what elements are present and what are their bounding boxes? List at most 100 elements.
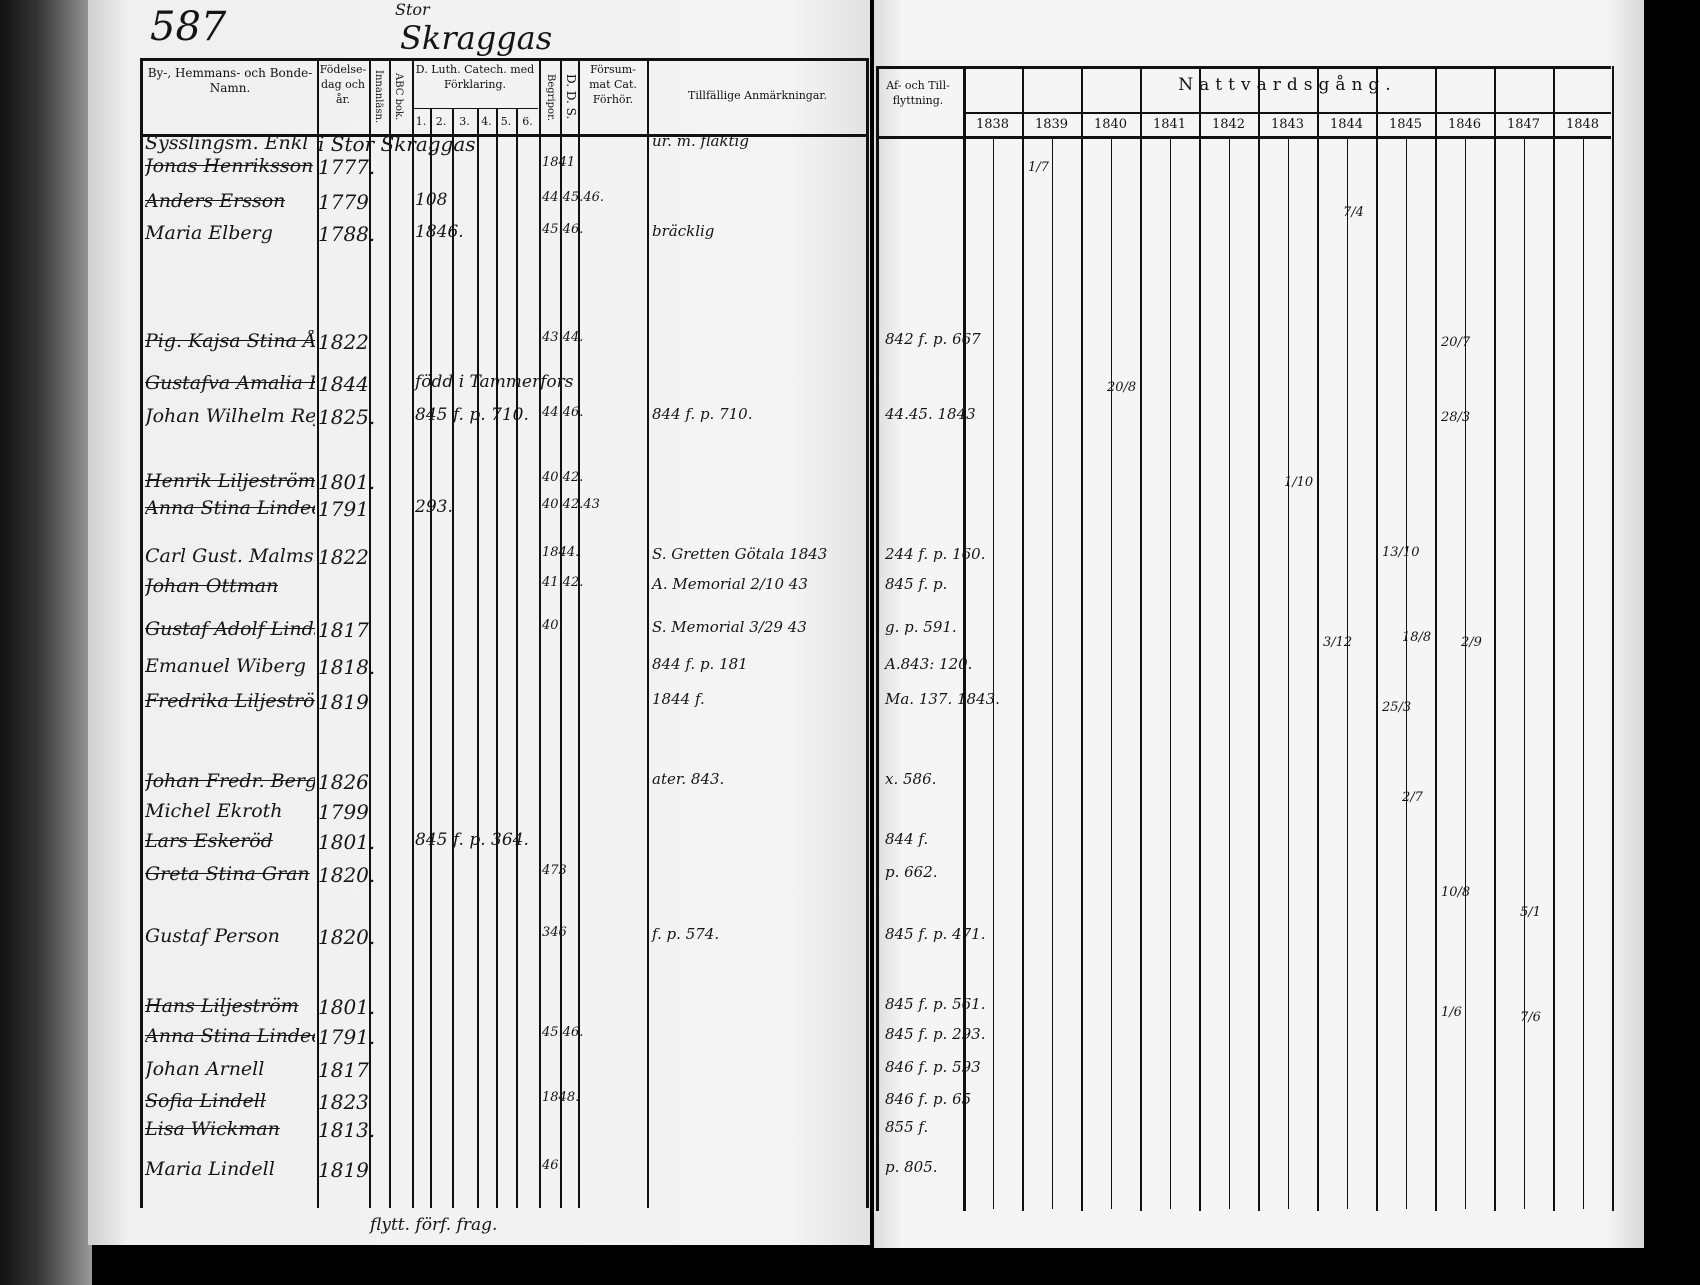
communion-mark: 3/12 — [1323, 635, 1353, 650]
entry-remark: S. Gretten Götala 1843 — [652, 545, 828, 563]
half-year-rule — [1583, 139, 1584, 1209]
entry-birth: 1779 — [318, 190, 369, 214]
entry-name: Jonas Henriksson — [145, 155, 314, 177]
entry-birth: 1791. — [318, 1025, 376, 1049]
entry-name: Johan Fredr. Berg — [145, 770, 315, 792]
header-name: By-, Hemmans- och Bonde-Namn. — [147, 66, 313, 95]
communion-mark: 1/6 — [1441, 1005, 1462, 1020]
communion-mark: 7/4 — [1343, 205, 1364, 220]
entry-remark: 1844 f. — [652, 690, 705, 708]
entry-name: Emanuel Wiberg — [145, 655, 306, 677]
entry-name: Hans Liljeström — [145, 995, 299, 1017]
entry-name: Greta Stina Gran — [145, 863, 310, 885]
year-header: 1843 — [1270, 117, 1305, 132]
column-rule — [452, 108, 454, 1208]
entry-forsum: 1841 — [542, 155, 576, 170]
entry-name: Johan Arnell — [145, 1058, 265, 1080]
entry-remark: f. p. 574. — [652, 925, 720, 943]
entry-remark: 844 f. p. 181 — [652, 655, 748, 673]
column-rule — [1494, 66, 1496, 1211]
entry-name: Sysslingsm. Enkl — [145, 132, 309, 154]
entry-birth: 1801. — [318, 470, 376, 494]
entry-remark: S. Memorial 3/29 43 — [652, 618, 807, 636]
half-year-rule — [1052, 139, 1053, 1209]
communion-mark: 1/7 — [1028, 160, 1049, 175]
entry-birth: 1813. — [318, 1118, 376, 1142]
right-header-top-rule — [876, 66, 1611, 69]
entry-name: Johan Wilhelm Rejfors — [145, 405, 315, 427]
column-rule — [866, 58, 869, 1208]
entry-birth: 1817 — [318, 1058, 369, 1082]
year-header: 1839 — [1034, 117, 1069, 132]
left-page — [88, 0, 870, 1245]
half-year-rule — [1524, 139, 1525, 1209]
entry-remark: ater. 843. — [652, 770, 725, 788]
entry-birth: 1801. — [318, 830, 376, 854]
entry-forsum: 45.46. — [542, 1025, 584, 1040]
header-remarks: Tillfällige Anmärkningar. — [688, 89, 827, 102]
entry-name: Maria Elberg — [145, 222, 273, 244]
header-bottom-rule — [140, 134, 868, 137]
scan-edge — [0, 0, 92, 1285]
entry-flytt: 244 f. p. 160. — [885, 545, 986, 563]
entry-flytt: Ma. 137. 1843. — [885, 690, 1000, 708]
column-rule — [412, 58, 414, 1208]
column-rule — [1435, 66, 1437, 1211]
header-top-rule — [140, 58, 868, 61]
entry-catechism: 845 f. p. 364. — [415, 830, 529, 850]
entry-name: Anna Stina Lindeen — [145, 497, 315, 519]
entry-flytt: p. 805. — [885, 1158, 938, 1176]
column-rule — [560, 58, 562, 1208]
entry-forsum: 40. — [542, 618, 563, 633]
half-year-rule — [1229, 139, 1230, 1209]
header-catech-part: 3. — [459, 115, 470, 128]
entry-catechism: 108 — [415, 190, 448, 210]
entry-birth: 1820. — [318, 863, 376, 887]
header-catech-part: 2. — [435, 115, 447, 128]
column-rule — [1553, 66, 1555, 1211]
entry-flytt: 845 f. p. 471. — [885, 925, 986, 943]
column-rule — [389, 58, 391, 1208]
entry-catechism: född i Tammerfors — [415, 372, 574, 392]
header-dds: D. D. S. — [564, 74, 578, 120]
entry-name: Gustaf Adolf Lindström — [145, 618, 315, 640]
entry-flytt: 44.45. 1843 — [885, 405, 976, 423]
entry-remark: 844 f. p. 710. — [652, 405, 753, 423]
entry-birth: 1819 — [318, 1158, 369, 1182]
entry-name: Sofia Lindell — [145, 1090, 266, 1112]
header-abc: ABC bok. — [393, 73, 404, 121]
header-birth: Födelse-dag och år. — [319, 63, 367, 106]
header-catech-part: 4. — [481, 115, 492, 128]
right-header-bottom-rule — [876, 136, 1611, 139]
column-rule — [1612, 66, 1614, 1211]
place-prefix: Stor — [395, 0, 430, 19]
header-forsum: Försum-mat Cat. Förhör. — [589, 63, 637, 106]
entry-forsum: 40.42. — [542, 470, 584, 485]
entry-forsum: 44.46. — [542, 405, 584, 420]
column-rule — [477, 108, 479, 1208]
column-rule — [516, 108, 518, 1208]
communion-mark: 2/9 — [1461, 635, 1482, 650]
entry-flytt: g. p. 591. — [885, 618, 957, 636]
entry-forsum: 1844. — [542, 545, 580, 560]
header-catech-part: 6. — [522, 115, 533, 128]
communion-mark: 5/1 — [1520, 905, 1541, 920]
communion-mark: 2/7 — [1402, 790, 1423, 805]
header-begrip: Begripor. — [545, 73, 556, 121]
entry-flytt: A.843: 120. — [885, 655, 973, 673]
communion-mark: 13/10 — [1382, 545, 1420, 560]
column-rule — [647, 58, 649, 1208]
half-year-rule — [1465, 139, 1466, 1209]
entry-name: Anders Ersson — [145, 190, 286, 212]
header-catech: D. Luth. Catech. med Förklaring. — [415, 63, 535, 91]
entry-forsum: 41.42. — [542, 575, 584, 590]
entry-flytt: 844 f. — [885, 830, 929, 848]
entry-birth: 1825. — [318, 405, 376, 429]
entry-name: Michel Ekroth — [145, 800, 283, 822]
entry-birth: 1822 — [318, 545, 369, 569]
footer-note: flytt. förf. frag. — [370, 1215, 498, 1235]
column-rule — [1199, 66, 1201, 1211]
entry-birth: i Stor Skraggas — [318, 132, 476, 156]
header-catech-part: 5. — [500, 115, 512, 128]
column-rule — [140, 58, 143, 1208]
